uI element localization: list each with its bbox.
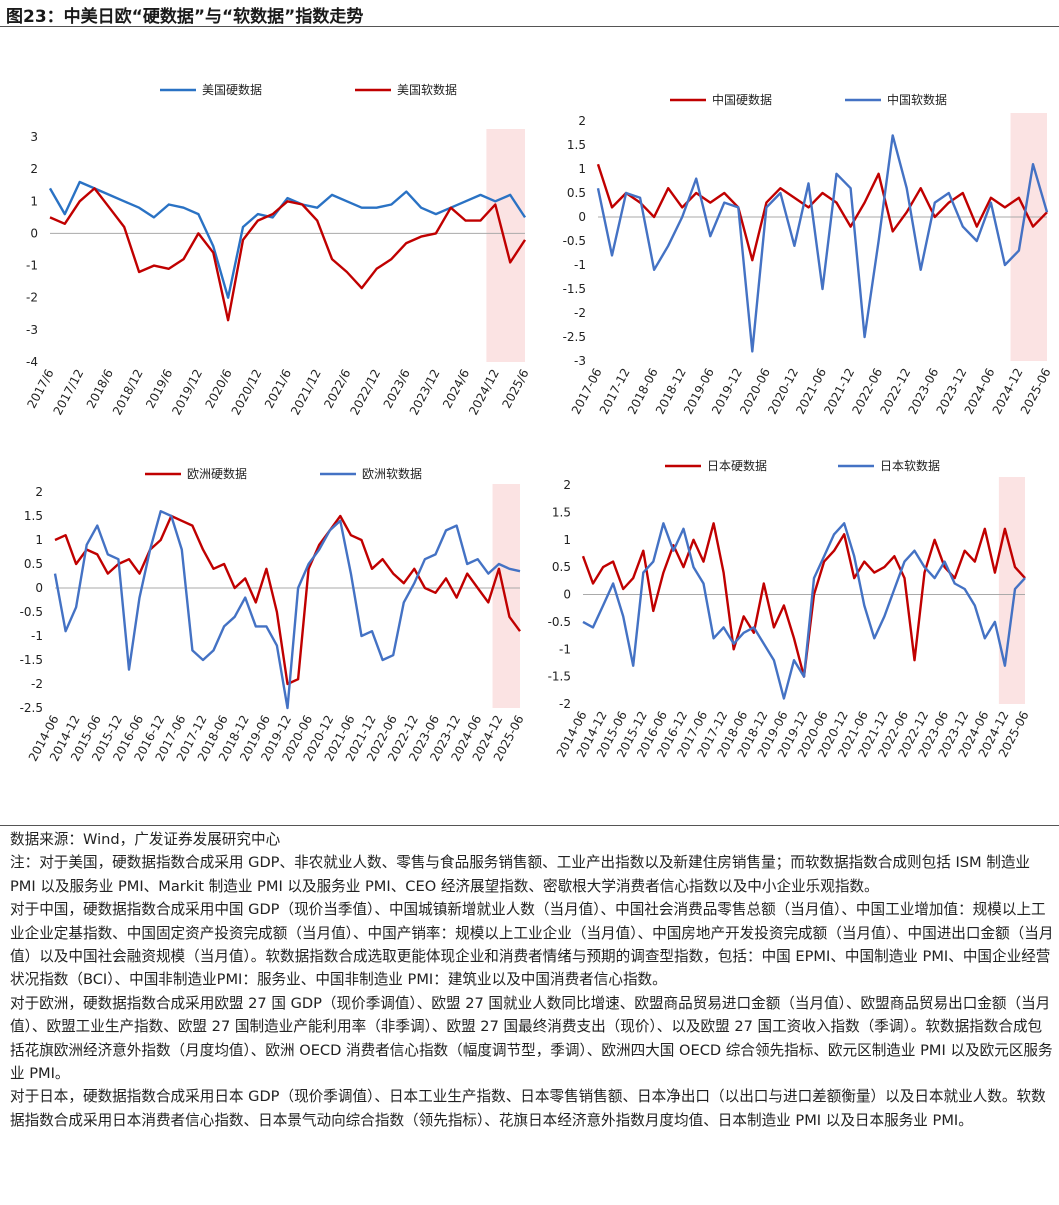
notes-rule — [0, 825, 1059, 826]
y-tick-label: 0 — [578, 210, 586, 224]
source: 数据来源：Wind，广发证券发展研究中心 — [10, 831, 281, 848]
y-tick-label: -2 — [31, 677, 43, 691]
note-paragraph: 对于欧洲，硬数据指数合成采用欧盟 27 国 GDP（现价季调值）、欧盟 27 国… — [10, 994, 1053, 1083]
legend-label: 中国硬数据 — [712, 92, 772, 107]
y-tick-label: -1.5 — [563, 282, 586, 296]
x-tick-label: 2024/6 — [440, 367, 472, 411]
x-tick-label: 2025/6 — [499, 367, 531, 411]
legend-label: 美国软数据 — [397, 82, 457, 97]
y-tick-label: -0.5 — [20, 605, 43, 619]
x-tick-label: 2019/6 — [143, 367, 175, 411]
y-tick-label: -1 — [559, 642, 571, 656]
highlight-band — [492, 484, 520, 708]
y-tick-label: 2 — [35, 485, 43, 499]
series-line — [53, 510, 521, 710]
y-tick-label: 1 — [578, 162, 586, 176]
y-tick-label: -1 — [26, 259, 38, 273]
series-line — [581, 522, 1026, 678]
y-tick-label: -1.5 — [20, 653, 43, 667]
y-tick-label: 0 — [563, 588, 571, 602]
legend-label: 中国软数据 — [887, 92, 947, 107]
y-tick-label: -4 — [26, 355, 38, 369]
x-tick-label: 2023/6 — [381, 367, 413, 411]
x-tick-label: 2022/6 — [321, 367, 353, 411]
note-paragraph: 对于中国，硬数据指数合成采用中国 GDP（现价当季值）、中国城镇新增就业人数（当… — [10, 901, 1054, 989]
x-tick-label: 2021/6 — [262, 367, 294, 411]
y-tick-label: -2 — [559, 697, 571, 711]
x-tick-label: 2018/6 — [84, 367, 116, 411]
y-tick-label: -1 — [31, 629, 43, 643]
notes: 数据来源：Wind，广发证券发展研究中心 注：对于美国，硬数据指数合成采用 GD… — [10, 828, 1054, 1132]
y-tick-label: -3 — [26, 323, 38, 337]
y-tick-label: 1 — [563, 533, 571, 547]
series-line — [596, 163, 1048, 262]
legend-label: 欧洲硬数据 — [187, 466, 247, 481]
legend-label: 日本软数据 — [880, 458, 940, 473]
y-tick-label: 0 — [30, 226, 38, 240]
y-tick-label: -2.5 — [20, 701, 43, 715]
y-tick-label: 2 — [30, 162, 38, 176]
y-tick-label: 0.5 — [552, 560, 571, 574]
y-tick-label: 0 — [35, 581, 43, 595]
series-line — [54, 514, 521, 686]
y-tick-label: -2.5 — [563, 330, 586, 344]
y-tick-label: -2 — [574, 306, 586, 320]
legend-label: 日本硬数据 — [707, 458, 767, 473]
legend-label: 欧洲软数据 — [362, 466, 422, 481]
note-paragraph: 注：对于美国，硬数据指数合成采用 GDP、非农就业人数、零售与食品服务销售额、工… — [10, 854, 1031, 895]
y-tick-label: -3 — [574, 354, 586, 368]
y-tick-label: -2 — [26, 291, 38, 305]
series-line — [596, 134, 1049, 353]
y-tick-label: 1.5 — [552, 505, 571, 519]
series-line — [49, 187, 527, 322]
charts: -4-3-2-101232017/62017/122018/62018/1220… — [20, 82, 1054, 764]
y-tick-label: 1 — [35, 533, 43, 547]
x-tick-label: 2017/6 — [24, 367, 56, 411]
note-paragraph: 对于日本，硬数据指数合成采用日本 GDP（现价季调值）、日本工业生产指数、日本零… — [10, 1088, 1046, 1129]
y-tick-label: 0.5 — [24, 557, 43, 571]
highlight-band — [998, 477, 1025, 704]
y-tick-label: -0.5 — [548, 615, 571, 629]
series-line — [48, 180, 527, 299]
y-tick-label: -0.5 — [563, 234, 586, 248]
y-tick-label: 1 — [30, 194, 38, 208]
y-tick-label: 3 — [30, 130, 38, 144]
y-tick-label: 1.5 — [24, 509, 43, 523]
legend-label: 美国硬数据 — [202, 82, 262, 97]
x-tick-label: 2020/6 — [203, 367, 235, 411]
y-tick-label: 2 — [563, 478, 571, 492]
figure-title: 图23：中美日欧“硬数据”与“软数据”指数走势 — [6, 7, 364, 27]
title-rule — [0, 26, 1059, 27]
series-line — [582, 522, 1026, 700]
y-tick-label: 0.5 — [567, 186, 586, 200]
y-tick-label: 1.5 — [567, 138, 586, 152]
y-tick-label: -1 — [574, 258, 586, 272]
y-tick-label: -1.5 — [548, 670, 571, 684]
highlight-band — [1010, 113, 1047, 361]
y-tick-label: 2 — [578, 114, 586, 128]
